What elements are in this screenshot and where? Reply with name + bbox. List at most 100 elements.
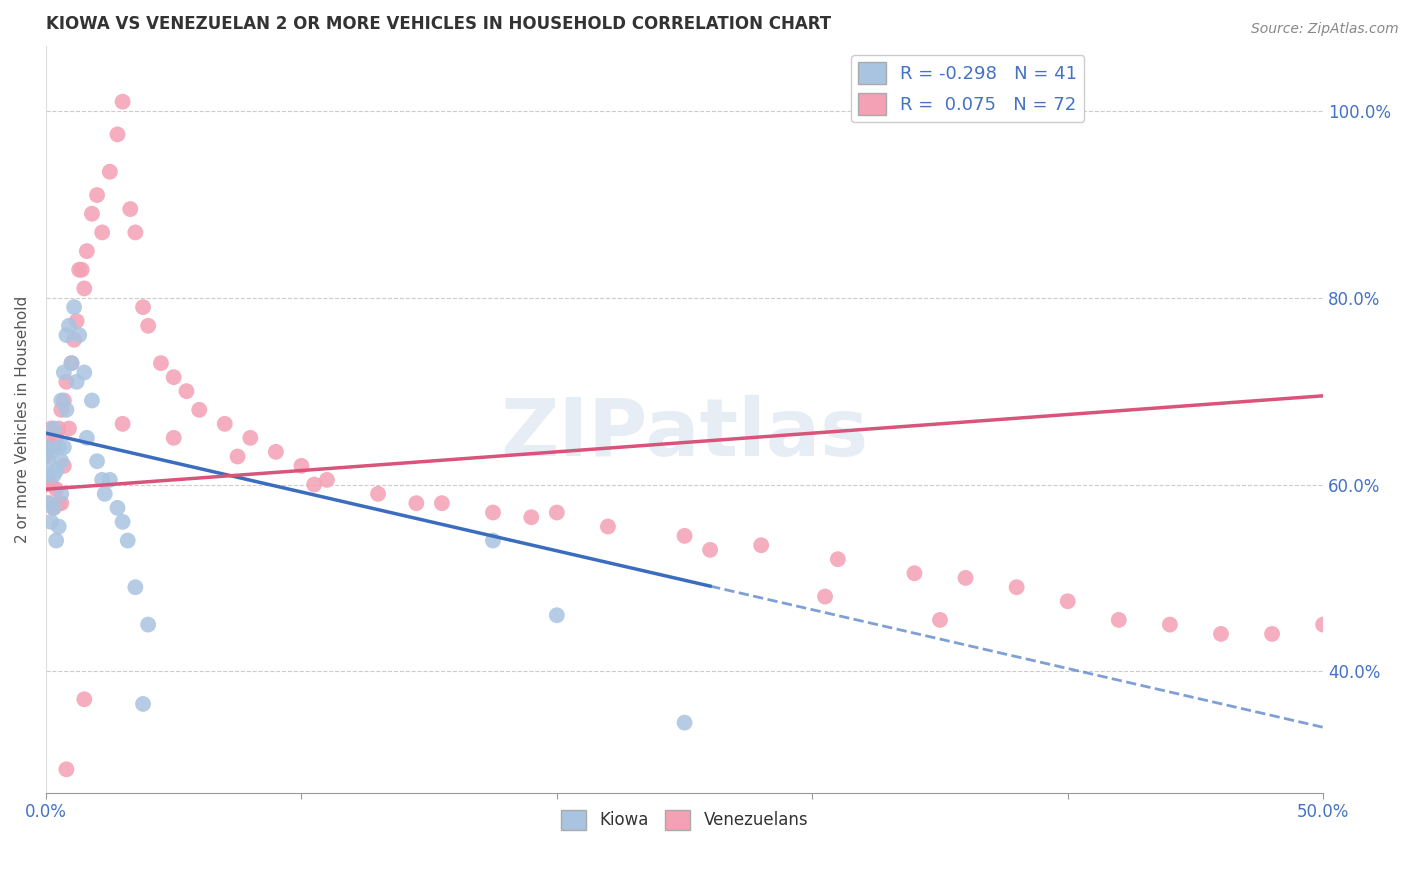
Point — [52, 393, 75, 408]
Point — [673, 715, 696, 730]
Point — [48, 440, 70, 454]
Point — [93, 487, 115, 501]
Point — [1056, 594, 1078, 608]
Point — [814, 590, 837, 604]
Point — [51, 393, 73, 408]
Text: Source: ZipAtlas.com: Source: ZipAtlas.com — [1251, 22, 1399, 37]
Point — [52, 458, 75, 473]
Point — [132, 300, 155, 314]
Point — [67, 328, 90, 343]
Point — [163, 431, 186, 445]
Point — [520, 510, 543, 524]
Point — [39, 421, 62, 435]
Point — [48, 496, 70, 510]
Point — [58, 421, 80, 435]
Point — [316, 473, 339, 487]
Point — [596, 519, 619, 533]
Point — [1108, 613, 1130, 627]
Point — [546, 608, 568, 623]
Text: KIOWA VS VENEZUELAN 2 OR MORE VEHICLES IN HOUSEHOLD CORRELATION CHART: KIOWA VS VENEZUELAN 2 OR MORE VEHICLES I… — [46, 15, 831, 33]
Point — [98, 473, 121, 487]
Point — [929, 613, 952, 627]
Point — [55, 375, 77, 389]
Point — [302, 477, 325, 491]
Point — [39, 477, 62, 491]
Point — [42, 500, 65, 515]
Point — [430, 496, 453, 510]
Point — [60, 356, 83, 370]
Point — [65, 375, 87, 389]
Point — [482, 506, 505, 520]
Point — [117, 533, 139, 548]
Point — [76, 244, 98, 258]
Point — [1312, 617, 1334, 632]
Point — [52, 366, 75, 380]
Point — [45, 463, 67, 477]
Point — [42, 421, 65, 435]
Point — [35, 440, 58, 454]
Point — [42, 500, 65, 515]
Point — [214, 417, 236, 431]
Point — [67, 262, 90, 277]
Point — [60, 356, 83, 370]
Point — [124, 580, 146, 594]
Point — [239, 431, 262, 445]
Point — [35, 477, 58, 491]
Point — [80, 207, 103, 221]
Point — [42, 468, 65, 483]
Point — [290, 458, 312, 473]
Point — [38, 454, 60, 468]
Point — [51, 487, 73, 501]
Point — [76, 431, 98, 445]
Point — [482, 533, 505, 548]
Point — [51, 402, 73, 417]
Point — [1209, 627, 1232, 641]
Point — [65, 314, 87, 328]
Point — [1261, 627, 1284, 641]
Point — [86, 188, 108, 202]
Point — [136, 318, 159, 333]
Point — [35, 450, 58, 464]
Point — [48, 421, 70, 435]
Point — [132, 697, 155, 711]
Point — [176, 384, 198, 399]
Point — [124, 226, 146, 240]
Text: ZIPatlas: ZIPatlas — [501, 395, 869, 473]
Point — [52, 440, 75, 454]
Point — [55, 762, 77, 776]
Point — [111, 515, 134, 529]
Point — [70, 262, 93, 277]
Point — [1159, 617, 1181, 632]
Point — [39, 445, 62, 459]
Point — [91, 473, 114, 487]
Point — [367, 487, 389, 501]
Point — [264, 445, 287, 459]
Point — [80, 393, 103, 408]
Point — [107, 128, 129, 142]
Point — [45, 482, 67, 496]
Point — [163, 370, 186, 384]
Point — [955, 571, 977, 585]
Point — [35, 468, 58, 483]
Point — [827, 552, 849, 566]
Point — [63, 300, 86, 314]
Point — [136, 617, 159, 632]
Point — [673, 529, 696, 543]
Point — [48, 519, 70, 533]
Point — [45, 533, 67, 548]
Point — [39, 515, 62, 529]
Point — [63, 333, 86, 347]
Point — [1005, 580, 1028, 594]
Point — [38, 496, 60, 510]
Point — [111, 95, 134, 109]
Point — [91, 226, 114, 240]
Point — [699, 542, 721, 557]
Point — [73, 366, 96, 380]
Point — [749, 538, 772, 552]
Point — [226, 450, 249, 464]
Point — [111, 417, 134, 431]
Point — [903, 566, 925, 581]
Y-axis label: 2 or more Vehicles in Household: 2 or more Vehicles in Household — [15, 295, 30, 543]
Point — [149, 356, 172, 370]
Point — [546, 506, 568, 520]
